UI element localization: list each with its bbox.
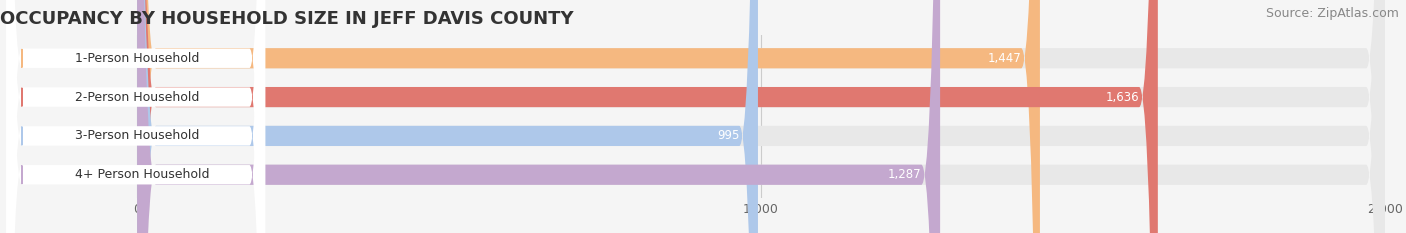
FancyBboxPatch shape [138, 0, 758, 233]
Text: 4+ Person Household: 4+ Person Household [75, 168, 209, 181]
FancyBboxPatch shape [138, 0, 1385, 233]
FancyBboxPatch shape [6, 0, 266, 233]
Text: 1,447: 1,447 [987, 52, 1021, 65]
FancyBboxPatch shape [138, 0, 1385, 233]
Text: 1-Person Household: 1-Person Household [75, 52, 200, 65]
Text: 3-Person Household: 3-Person Household [75, 129, 200, 142]
Text: OCCUPANCY BY HOUSEHOLD SIZE IN JEFF DAVIS COUNTY: OCCUPANCY BY HOUSEHOLD SIZE IN JEFF DAVI… [0, 10, 574, 28]
FancyBboxPatch shape [138, 0, 1385, 233]
Text: 995: 995 [717, 129, 740, 142]
FancyBboxPatch shape [138, 0, 1157, 233]
FancyBboxPatch shape [6, 0, 266, 233]
FancyBboxPatch shape [6, 0, 266, 233]
FancyBboxPatch shape [6, 0, 266, 233]
FancyBboxPatch shape [138, 0, 1040, 233]
Text: 1,287: 1,287 [887, 168, 921, 181]
Text: 1,636: 1,636 [1105, 91, 1139, 104]
FancyBboxPatch shape [138, 0, 941, 233]
FancyBboxPatch shape [138, 0, 1385, 233]
Text: 2-Person Household: 2-Person Household [75, 91, 200, 104]
Text: Source: ZipAtlas.com: Source: ZipAtlas.com [1265, 7, 1399, 20]
